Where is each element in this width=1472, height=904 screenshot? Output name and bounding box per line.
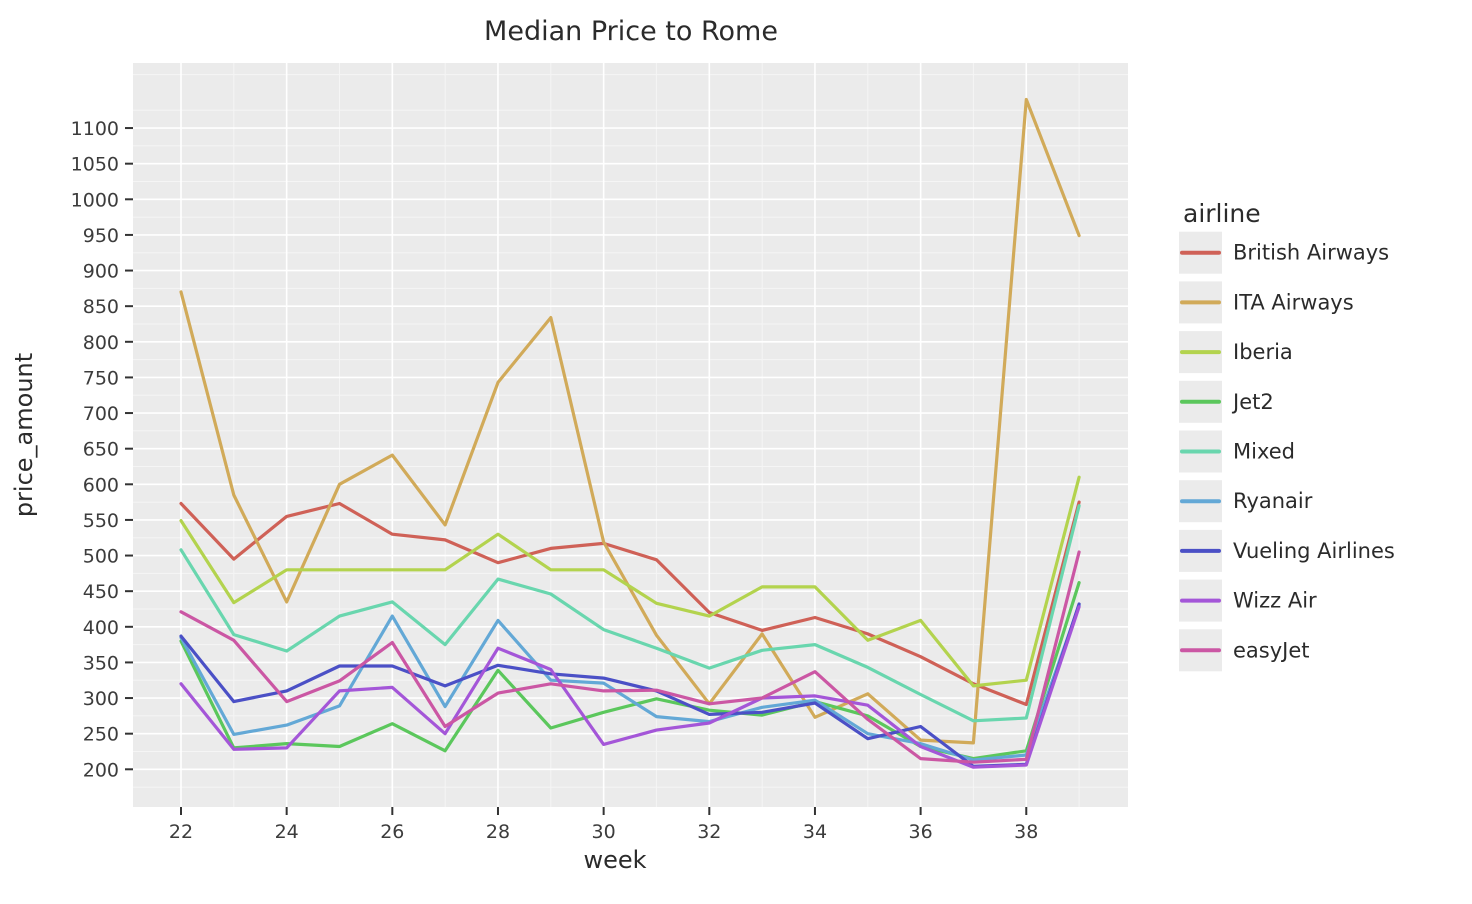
y-tick-label: 650	[83, 439, 119, 461]
y-tick-label: 1050	[71, 154, 119, 176]
legend-entry: Iberia	[1179, 331, 1293, 374]
legend-entry: easyJet	[1179, 629, 1310, 672]
legend-entry: British Airways	[1179, 231, 1389, 274]
line-wizz-air	[179, 605, 1081, 769]
line-iberia	[179, 475, 1081, 688]
legend: British Airways ITA Airways Iberia Jet2 Mixe…	[1179, 231, 1395, 672]
legend-label: ITA Airways	[1233, 290, 1354, 314]
legend-label: Wizz Air	[1233, 589, 1317, 613]
x-tick-label: 34	[803, 821, 827, 843]
legend-label: Mixed	[1233, 440, 1295, 464]
x-tick-label: 30	[592, 821, 616, 843]
y-tick-label: 250	[83, 724, 119, 746]
legend-entry: Wizz Air	[1179, 579, 1317, 622]
legend-label: Jet2	[1231, 390, 1274, 414]
y-tick-label: 1100	[71, 118, 119, 140]
x-tick-label: 32	[697, 821, 721, 843]
y-tick-label: 700	[83, 403, 119, 425]
axis-ticks: 200 250 300 350 400 450 500 550 600 650 700 750 800 8…	[71, 118, 1039, 843]
x-tick-label: 38	[1014, 821, 1038, 843]
legend-entry: ITA Airways	[1179, 281, 1354, 324]
legend-entry: Ryanair	[1179, 480, 1313, 523]
y-axis-label: price_amount	[10, 353, 38, 517]
line-easyjet	[179, 550, 1081, 764]
y-tick-label: 850	[83, 296, 119, 318]
y-tick-label: 900	[83, 261, 119, 283]
line-ita-airways	[179, 97, 1081, 745]
legend-entry: Jet2	[1179, 380, 1274, 423]
y-tick-label: 350	[83, 652, 119, 674]
x-tick-label: 28	[486, 821, 510, 843]
legend-title: airline	[1183, 199, 1261, 228]
y-tick-label: 750	[83, 367, 119, 389]
y-tick-label: 200	[83, 759, 119, 781]
y-tick-label: 1000	[71, 189, 119, 211]
x-axis-label: week	[583, 846, 646, 874]
legend-label: Ryanair	[1233, 489, 1313, 513]
y-tick-label: 550	[83, 510, 119, 532]
y-tick-label: 950	[83, 225, 119, 247]
legend-entry: Mixed	[1179, 430, 1295, 473]
y-tick-label: 400	[83, 617, 119, 639]
x-tick-label: 22	[169, 821, 193, 843]
legend-entry: Vueling Airlines	[1179, 529, 1395, 572]
y-tick-label: 300	[83, 688, 119, 710]
y-tick-label: 600	[83, 474, 119, 496]
x-tick-label: 26	[380, 821, 404, 843]
line-vueling-airlines	[179, 602, 1081, 769]
legend-label: Iberia	[1233, 340, 1293, 364]
x-tick-label: 36	[909, 821, 933, 843]
line-ryanair	[179, 603, 1081, 762]
line-mixed	[179, 504, 1081, 723]
legend-label: easyJet	[1233, 638, 1310, 662]
legend-label: Vueling Airlines	[1233, 539, 1395, 563]
x-tick-label: 24	[275, 821, 299, 843]
gridlines	[133, 63, 1128, 807]
legend-label: British Airways	[1233, 241, 1389, 265]
y-tick-label: 800	[83, 332, 119, 354]
series-lines	[179, 97, 1081, 769]
y-tick-label: 500	[83, 546, 119, 568]
y-tick-label: 450	[83, 581, 119, 603]
chart-title: Median Price to Rome	[484, 16, 778, 47]
